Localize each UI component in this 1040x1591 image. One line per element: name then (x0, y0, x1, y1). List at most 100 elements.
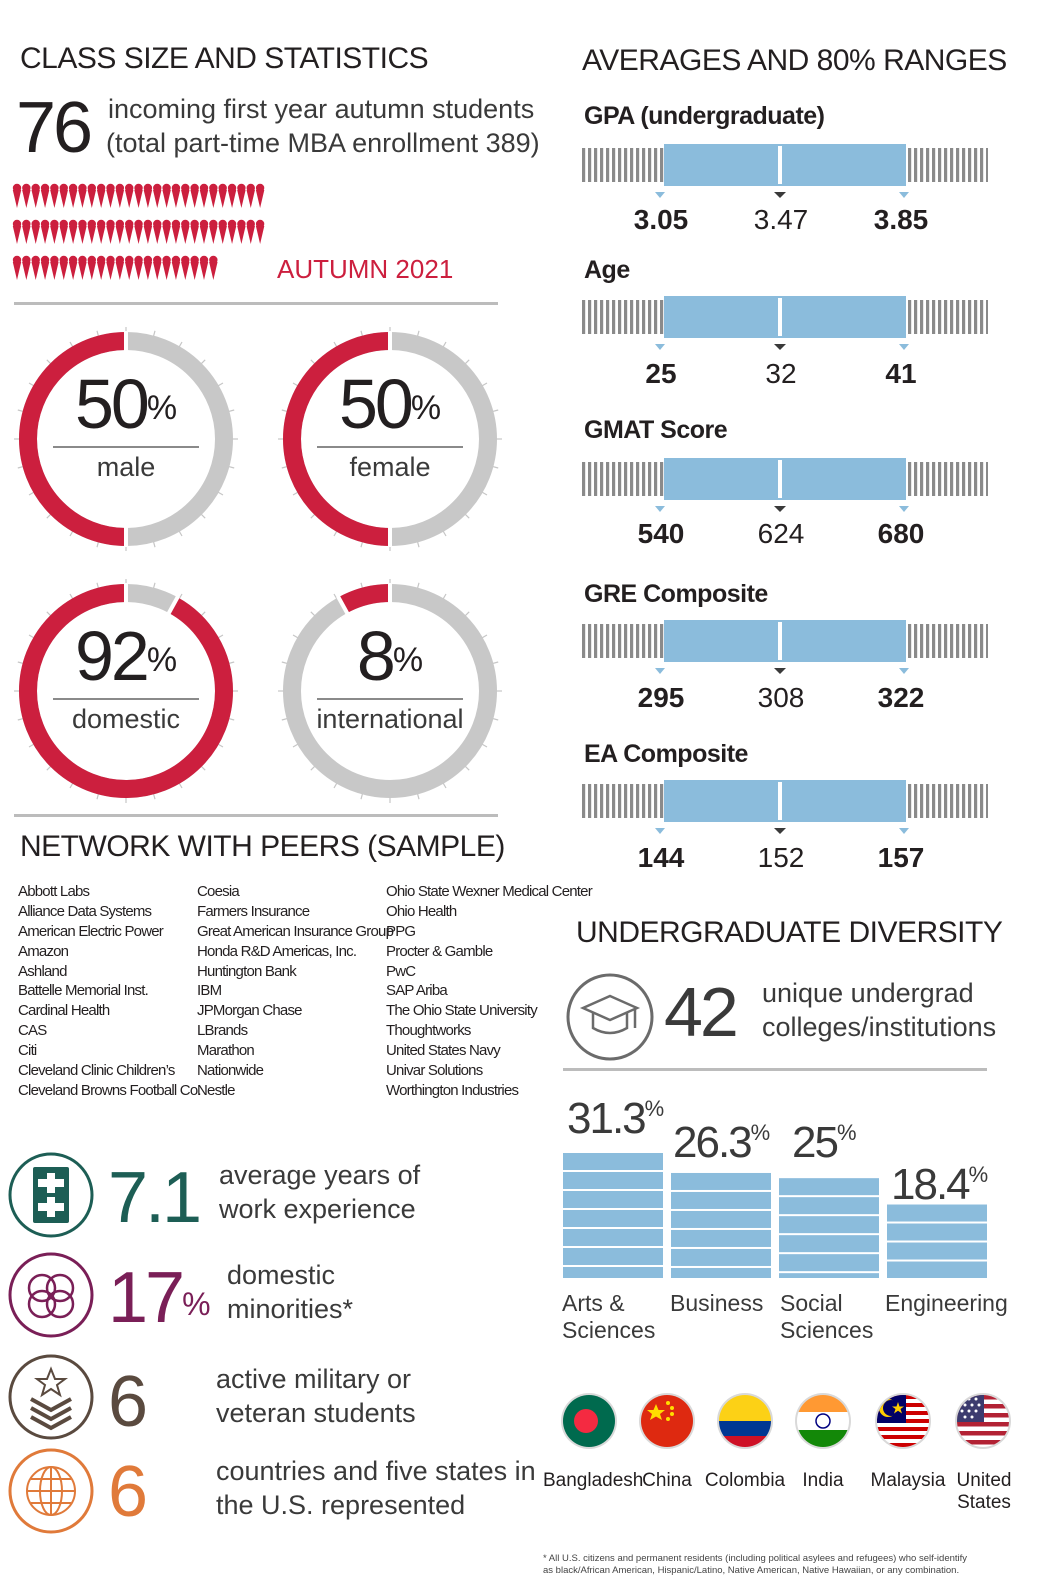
student-marker (50, 219, 59, 244)
male-pct: 50% (74, 365, 178, 443)
range-high-gmat: 680 (877, 518, 925, 549)
work-exp-line1: average years of (219, 1160, 421, 1190)
range-tail-stripe (642, 148, 646, 182)
range-bar-gmat (582, 458, 988, 512)
student-marker (40, 219, 50, 244)
range-average-line (778, 460, 782, 498)
range-avg-marker (774, 192, 786, 198)
student-marker (162, 219, 171, 244)
range-tail-stripe (932, 300, 936, 334)
student-marker (190, 183, 199, 208)
range-tail-stripe (944, 300, 948, 334)
student-marker (153, 183, 162, 208)
company-name: Marathon (197, 1042, 255, 1060)
student-marker (209, 219, 218, 244)
range-high-marker (899, 668, 909, 674)
company-name: Amazon (18, 942, 69, 960)
range-tail-stripe (636, 462, 640, 496)
military-value: 6 (108, 1362, 148, 1442)
range-tail-stripe (968, 784, 972, 818)
range-tail-stripe (648, 462, 652, 496)
range-tail-stripe (594, 300, 598, 334)
range-tail-stripe (908, 300, 912, 334)
donut-rule (53, 446, 199, 448)
range-tail-stripe (920, 624, 924, 658)
bar-pct-arts: 31.3% (567, 1094, 665, 1143)
female-donut: 50% female (277, 326, 503, 552)
range-tail-stripe (630, 784, 634, 818)
range-tail-stripe (986, 462, 988, 496)
institutions-line2: colleges/institutions (762, 1012, 997, 1042)
range-tail-stripe (980, 624, 984, 658)
student-marker (171, 255, 181, 280)
range-tail-stripe (920, 462, 924, 496)
range-tail-stripe (932, 462, 936, 496)
company-name: Cleveland Clinic Children’s (18, 1062, 175, 1080)
countries-line1: countries and five states in (216, 1456, 536, 1486)
range-tail-stripe (956, 148, 960, 182)
range-tail-stripe (956, 462, 960, 496)
range-tail-stripe (968, 148, 972, 182)
student-marker (134, 255, 143, 280)
range-tail-stripe (938, 148, 942, 182)
company-name: JPMorgan Chase (197, 1002, 303, 1020)
bar-pct-business: 26.3% (673, 1118, 771, 1167)
student-marker (199, 183, 209, 208)
range-tail-stripe (630, 462, 634, 496)
range-tail-stripe (612, 462, 616, 496)
range-tail-stripe (974, 462, 978, 496)
company-column-1: Abbott Labs Alliance Data Systems Americ… (18, 882, 202, 1101)
range-tail-stripe (612, 784, 616, 818)
student-marker (227, 219, 237, 244)
company-name: Cardinal Health (18, 1002, 110, 1020)
female-pct: 50% (338, 365, 442, 443)
range-tail-stripe (660, 148, 664, 182)
range-tail-stripe (932, 624, 936, 658)
range-tail-stripe (618, 148, 622, 182)
student-marker (31, 219, 40, 244)
bar-pct-social: 25% (792, 1118, 857, 1167)
range-title-gpa: GPA (undergraduate) (584, 102, 825, 130)
range-tail-stripe (962, 624, 966, 658)
student-marker (40, 255, 50, 280)
range-average-line (778, 782, 782, 820)
incoming-desc-line1: incoming first year autumn students (108, 94, 535, 124)
range-tail-stripe (606, 784, 610, 818)
range-tail-stripe (980, 300, 984, 334)
bar-pct-engineering: 18.4% (891, 1160, 989, 1209)
range-tail-stripe (606, 462, 610, 496)
range-tail-stripe (654, 462, 658, 496)
male-label: male (96, 452, 156, 482)
range-low-gre: 295 (637, 682, 685, 713)
diversity-title: UNDERGRADUATE DIVERSITY (576, 916, 1003, 949)
footnote: * All U.S. citizens and permanent reside… (543, 1553, 968, 1576)
range-tail-stripe (588, 784, 592, 818)
range-tail-stripe (956, 624, 960, 658)
range-tail-stripe (950, 462, 954, 496)
range-tail-stripe (630, 148, 634, 182)
range-avg-marker (774, 668, 786, 674)
student-marker (22, 183, 31, 208)
company-name: Worthington Industries (386, 1081, 519, 1099)
student-marker (181, 219, 190, 244)
company-name: IBM (197, 982, 222, 1000)
minorities-value: 17% (108, 1258, 211, 1338)
range-tail-stripe (908, 784, 912, 818)
range-high-marker (899, 506, 909, 512)
range-80pct-band (664, 620, 906, 662)
company-name: Huntington Bank (197, 962, 297, 980)
range-tail-stripe (974, 784, 978, 818)
globe-icon (8, 1448, 94, 1534)
range-tail-stripe (618, 300, 622, 334)
range-tail-stripe (642, 462, 646, 496)
divider (14, 302, 498, 305)
range-tail-stripe (914, 462, 918, 496)
graduation-cap-icon (566, 973, 654, 1061)
student-marker (87, 255, 97, 280)
range-low-marker (655, 344, 665, 350)
student-marker (12, 255, 22, 280)
student-marker (31, 183, 40, 208)
range-tail-stripe (582, 784, 586, 818)
student-marker (199, 219, 209, 244)
range-tail-stripe (938, 462, 942, 496)
